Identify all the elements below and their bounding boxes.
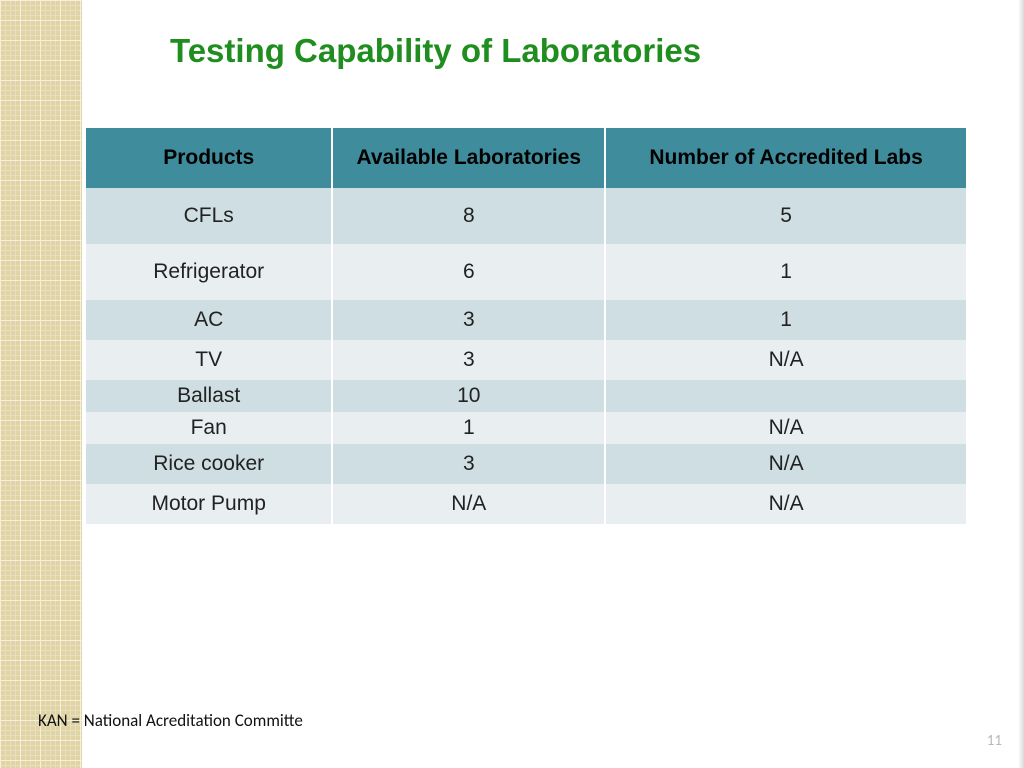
cell-product: CFLs — [86, 188, 332, 244]
cell-available: 3 — [332, 340, 605, 380]
cell-product: Rice cooker — [86, 444, 332, 484]
table-row: Ballast10 — [86, 380, 966, 412]
cell-available: 3 — [332, 300, 605, 340]
cell-accredited: N/A — [605, 340, 966, 380]
cell-available: N/A — [332, 484, 605, 524]
table-row: AC31 — [86, 300, 966, 340]
table-header-row: Products Available Laboratories Number o… — [86, 128, 966, 188]
cell-available: 1 — [332, 412, 605, 444]
cell-available: 10 — [332, 380, 605, 412]
cell-accredited: N/A — [605, 444, 966, 484]
sidebar-texture — [0, 0, 82, 768]
table-row: CFLs85 — [86, 188, 966, 244]
footnote: KAN = National Acreditation Committe — [38, 710, 303, 731]
cell-available: 8 — [332, 188, 605, 244]
col-available: Available Laboratories — [332, 128, 605, 188]
table-row: Motor PumpN/AN/A — [86, 484, 966, 524]
col-products: Products — [86, 128, 332, 188]
cell-available: 3 — [332, 444, 605, 484]
table-row: Fan1N/A — [86, 412, 966, 444]
page-number: 11 — [987, 732, 1002, 750]
table-row: Refrigerator61 — [86, 244, 966, 300]
cell-accredited: 1 — [605, 244, 966, 300]
cell-available: 6 — [332, 244, 605, 300]
table-row: Rice cooker3N/A — [86, 444, 966, 484]
cell-accredited: 1 — [605, 300, 966, 340]
cell-accredited — [605, 380, 966, 412]
cell-product: Refrigerator — [86, 244, 332, 300]
capability-table: Products Available Laboratories Number o… — [86, 128, 966, 524]
cell-product: Fan — [86, 412, 332, 444]
cell-accredited: N/A — [605, 484, 966, 524]
right-shadow — [1018, 0, 1024, 768]
cell-accredited: 5 — [605, 188, 966, 244]
cell-accredited: N/A — [605, 412, 966, 444]
table-row: TV3N/A — [86, 340, 966, 380]
cell-product: AC — [86, 300, 332, 340]
cell-product: TV — [86, 340, 332, 380]
cell-product: Ballast — [86, 380, 332, 412]
slide-title: Testing Capability of Laboratories — [170, 32, 701, 70]
col-accredited: Number of Accredited Labs — [605, 128, 966, 188]
cell-product: Motor Pump — [86, 484, 332, 524]
